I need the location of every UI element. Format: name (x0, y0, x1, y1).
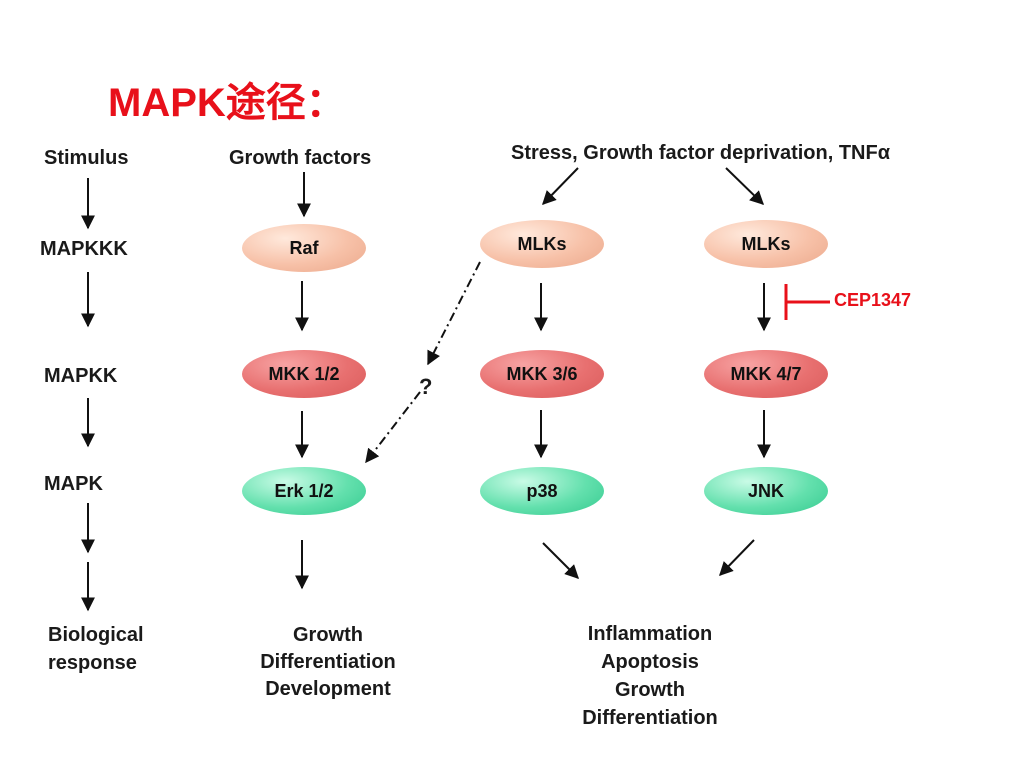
page-title: MAPK途径： (108, 81, 346, 125)
crosstalk-dashdot-lower (365, 391, 421, 464)
arrow-stress-to-mlks-p38 (542, 167, 579, 206)
erk12-node: Erk 1/2 (242, 467, 366, 515)
unknown-link-question-mark: ? (419, 374, 433, 399)
biological-response-label-line2: response (48, 652, 137, 674)
stress-response-line: Inflammation (587, 623, 713, 645)
mkk36-node: MKK 3/6 (480, 350, 604, 398)
stress-stimulus-label: Stress, Growth factor deprivation, TNFα (511, 142, 891, 164)
erk-response-line: Differentiation (260, 651, 396, 673)
mkk12-node: MKK 1/2 (242, 350, 366, 398)
stress-response-line: Apoptosis (601, 651, 699, 673)
jnk-node: JNK (704, 467, 828, 515)
mapkkk-label: MAPKKK (40, 238, 128, 260)
stress-response-line: Differentiation (582, 707, 718, 729)
crosstalk-dashdot-upper (427, 261, 481, 366)
erk-response-line: Development (265, 678, 391, 700)
arrow-jnk-to-response (719, 539, 755, 577)
mapk-label: MAPK (44, 473, 103, 495)
p38-node: p38 (480, 467, 604, 515)
erk-response-text: Growth Differentiation Development (238, 622, 418, 703)
raf-node: Raf (242, 224, 366, 272)
mkk47-node: MKK 4/7 (704, 350, 828, 398)
erk-response-line: Growth (293, 624, 363, 646)
mlks-node-jnk-path: MLKs (704, 220, 828, 268)
stress-response-text: Inflammation Apoptosis Growth Differenti… (560, 620, 740, 732)
stress-response-line: Growth (615, 679, 685, 701)
biological-response-label-line1: Biological (48, 624, 144, 646)
growth-factors-label: Growth factors (229, 147, 372, 169)
arrow-stress-to-mlks-jnk (725, 167, 765, 205)
mapkk-label: MAPKK (44, 365, 118, 387)
mlks-node-p38-path: MLKs (480, 220, 604, 268)
arrow-p38-to-response (542, 542, 579, 579)
stimulus-label: Stimulus (44, 147, 129, 169)
cep1347-inhibitor-label: CEP1347 (834, 290, 912, 310)
